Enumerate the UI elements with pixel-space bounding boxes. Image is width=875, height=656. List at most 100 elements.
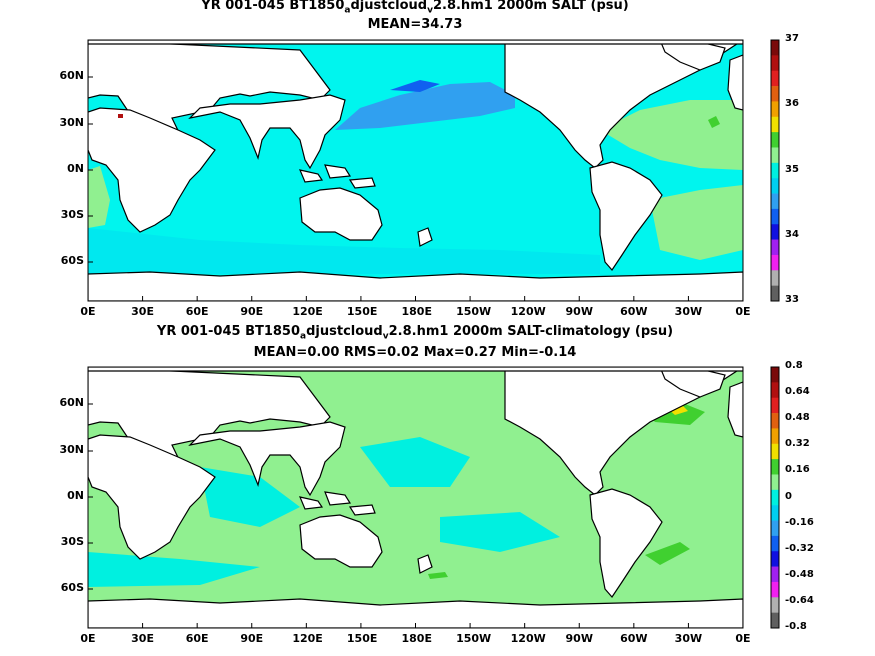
lon-label: 150E bbox=[346, 632, 378, 645]
lon-label: 30E bbox=[131, 632, 154, 645]
colorbar-label: 35 bbox=[785, 163, 799, 175]
colorbar-label: 0.8 bbox=[785, 360, 803, 371]
colorbar-swatch bbox=[771, 224, 779, 240]
colorbar-label: 0 bbox=[785, 490, 792, 502]
panel1-north-atlantic bbox=[600, 100, 743, 170]
panel1-east-atlantic bbox=[88, 166, 110, 228]
colorbar-swatch bbox=[771, 443, 779, 460]
lat-label: 60S bbox=[60, 254, 84, 267]
colorbar-label: 37 bbox=[785, 33, 799, 44]
colorbar-swatch bbox=[771, 413, 779, 429]
colorbar-swatch bbox=[771, 397, 779, 414]
lon-label: 120E bbox=[292, 632, 323, 645]
panel1-north-pacific-lowest bbox=[390, 80, 440, 92]
colorbar-label: 0.64 bbox=[785, 386, 810, 398]
lat-label: 60N bbox=[59, 69, 84, 82]
panel1-southern-ocean bbox=[88, 228, 600, 274]
colorbar-label: 34 bbox=[785, 228, 799, 240]
colorbar-swatch bbox=[771, 86, 779, 102]
colorbar-swatch bbox=[771, 132, 779, 148]
panel2-title: YR 001-045 BT1850adjustcloudv2.8.hm1 200… bbox=[156, 324, 674, 342]
lon-label: 0E bbox=[80, 632, 96, 645]
colorbar-swatch bbox=[771, 70, 779, 87]
colorbar-swatch bbox=[771, 193, 779, 210]
lon-label: 180E bbox=[401, 305, 432, 318]
lon-label: 90E bbox=[240, 305, 264, 318]
colorbar-swatch bbox=[771, 612, 779, 629]
lon-label: 120W bbox=[510, 632, 546, 645]
lon-label: 120W bbox=[510, 305, 546, 318]
lon-label: 60W bbox=[620, 305, 648, 318]
panel2-indian-ocean-anomaly bbox=[200, 467, 300, 527]
panel2-north-atlantic-max bbox=[668, 405, 688, 415]
lat-label: 0N bbox=[67, 489, 84, 502]
panel1-atlantic-salt-max bbox=[708, 116, 720, 128]
panel1-south-atlantic bbox=[650, 185, 743, 260]
lon-label: 150W bbox=[456, 305, 492, 318]
colorbar-swatch bbox=[771, 254, 779, 271]
lon-label: 60E bbox=[185, 632, 209, 645]
colorbar-label: 0.16 bbox=[785, 464, 810, 476]
lon-label: 30E bbox=[131, 305, 154, 318]
colorbar-label: 36 bbox=[785, 98, 799, 110]
colorbar-swatch bbox=[771, 535, 779, 552]
lat-label: 0N bbox=[67, 162, 84, 175]
colorbar-swatch bbox=[771, 239, 779, 256]
lat-label: 30S bbox=[60, 535, 84, 548]
lon-label: 90E bbox=[240, 632, 264, 645]
lon-label: 150W bbox=[456, 632, 492, 645]
panel2-west-pacific-anomaly bbox=[360, 437, 470, 487]
colorbar-swatch bbox=[771, 428, 779, 445]
panel1-title: YR 001-045 BT1850adjustcloudv2.8.hm1 200… bbox=[201, 0, 629, 16]
lon-label: 60W bbox=[620, 632, 648, 645]
lon-label: 0E bbox=[735, 632, 751, 645]
colorbar-swatch bbox=[771, 382, 779, 399]
colorbar-swatch bbox=[771, 116, 779, 133]
lon-label: 150E bbox=[346, 305, 378, 318]
colorbar-swatch bbox=[771, 581, 779, 598]
panel2-south-atlantic-anomaly bbox=[645, 542, 690, 565]
lon-label: 30W bbox=[674, 305, 703, 318]
lon-label: 0E bbox=[80, 305, 96, 318]
colorbar-swatch bbox=[771, 551, 779, 567]
lat-label: 60N bbox=[59, 396, 84, 409]
colorbar-swatch bbox=[771, 459, 779, 475]
panel2-stats: MEAN=0.00 RMS=0.02 Max=0.27 Min=-0.14 bbox=[253, 345, 577, 360]
colorbar-swatch bbox=[771, 520, 779, 537]
colorbar-swatch bbox=[771, 489, 779, 506]
colorbar-swatch bbox=[771, 367, 779, 383]
panel1-colorbar bbox=[770, 39, 780, 302]
colorbar-swatch bbox=[771, 40, 779, 56]
colorbar-swatch bbox=[771, 474, 779, 491]
panel1-mean: MEAN=34.73 bbox=[367, 17, 463, 32]
panel2-south-pacific-anomaly bbox=[440, 512, 560, 552]
colorbar-swatch bbox=[771, 147, 779, 164]
panel2-map bbox=[87, 366, 744, 629]
panel2-southern-ocean-anomaly bbox=[88, 552, 260, 587]
colorbar-swatch bbox=[771, 270, 779, 286]
colorbar-swatch bbox=[771, 285, 779, 302]
lat-label: 30S bbox=[60, 208, 84, 221]
lat-label: 30N bbox=[59, 116, 84, 129]
colorbar-label: -0.32 bbox=[785, 542, 814, 554]
colorbar-swatch bbox=[771, 208, 779, 225]
panel1-north-pacific-fresh bbox=[335, 82, 515, 130]
colorbar-swatch bbox=[771, 55, 779, 72]
colorbar-label: -0.48 bbox=[785, 568, 814, 580]
colorbar-label: 0.48 bbox=[785, 412, 810, 424]
colorbar-label: -0.8 bbox=[785, 621, 807, 632]
lon-label: 180E bbox=[401, 632, 432, 645]
panel2-southern-pacific-spot bbox=[428, 572, 448, 579]
lat-label: 30N bbox=[59, 443, 84, 456]
colorbar-label: -0.64 bbox=[785, 594, 814, 606]
colorbar-label: -0.16 bbox=[785, 516, 814, 528]
colorbar-swatch bbox=[771, 597, 779, 613]
panel1-mediterranean-outflow bbox=[118, 114, 123, 118]
colorbar-label: 0.32 bbox=[785, 438, 810, 450]
lon-label: 0E bbox=[735, 305, 751, 318]
panel2-colorbar bbox=[770, 366, 780, 629]
lon-label: 120E bbox=[292, 305, 323, 318]
lon-label: 90W bbox=[565, 305, 593, 318]
colorbar-swatch bbox=[771, 505, 779, 521]
